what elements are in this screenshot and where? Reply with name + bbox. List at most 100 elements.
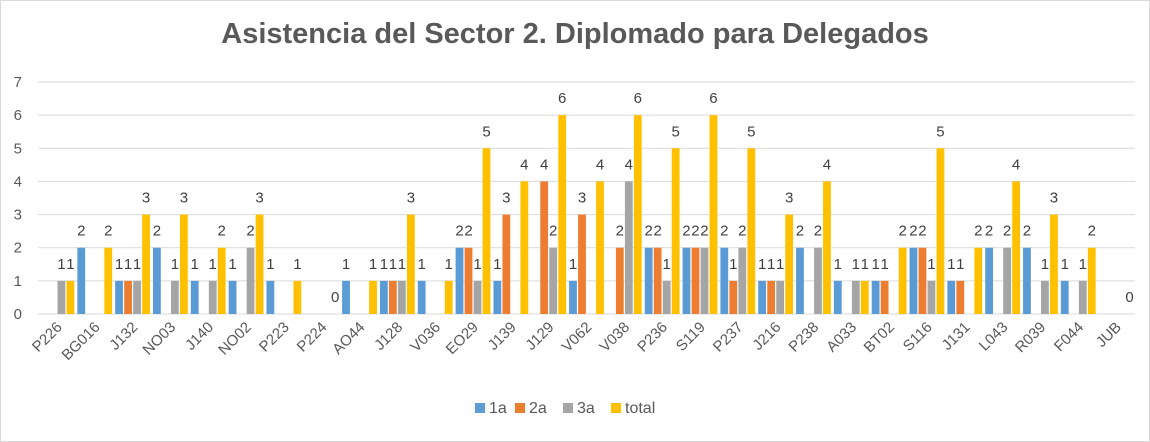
data-label: 1 bbox=[767, 256, 775, 273]
bar bbox=[624, 181, 633, 314]
bar bbox=[1078, 280, 1087, 314]
y-tick-label: 5 bbox=[14, 140, 22, 157]
data-label: 5 bbox=[482, 123, 490, 140]
bar bbox=[502, 214, 511, 314]
data-label: 1 bbox=[947, 256, 955, 273]
bar bbox=[142, 214, 150, 314]
x-tick-label: V036 bbox=[407, 319, 444, 356]
x-tick-label: L043 bbox=[976, 319, 1012, 355]
data-label: 1 bbox=[758, 256, 766, 273]
legend-label: 1a bbox=[489, 400, 507, 417]
bar bbox=[228, 280, 237, 314]
data-label: 2 bbox=[77, 223, 85, 240]
bar bbox=[738, 247, 747, 314]
bar bbox=[776, 280, 785, 314]
data-label: 2 bbox=[691, 223, 699, 240]
data-label: 3 bbox=[502, 190, 510, 207]
data-label: 2 bbox=[985, 223, 993, 240]
legend-swatch bbox=[611, 403, 621, 413]
bar bbox=[179, 214, 188, 314]
data-label: 1 bbox=[418, 256, 426, 273]
bar bbox=[758, 280, 767, 314]
x-tick-label: V038 bbox=[596, 319, 633, 356]
bar bbox=[152, 247, 161, 314]
bar bbox=[520, 181, 529, 314]
data-label: 1 bbox=[293, 256, 301, 273]
bar bbox=[796, 247, 804, 314]
bar bbox=[671, 148, 680, 314]
data-label: 2 bbox=[738, 223, 746, 240]
data-label: 1 bbox=[729, 256, 737, 273]
bar bbox=[936, 148, 945, 314]
data-label: 5 bbox=[671, 123, 679, 140]
bar bbox=[246, 247, 255, 314]
data-label: 4 bbox=[1012, 156, 1020, 173]
data-label: 1 bbox=[776, 256, 784, 273]
bar bbox=[720, 247, 729, 314]
bar bbox=[644, 247, 653, 314]
bar bbox=[985, 247, 994, 314]
bar bbox=[833, 280, 842, 314]
data-label: 1 bbox=[927, 256, 935, 273]
bar bbox=[1050, 214, 1058, 314]
bar bbox=[397, 280, 406, 314]
x-tick-label: P224 bbox=[294, 319, 331, 356]
bar bbox=[615, 247, 624, 314]
data-label: 2 bbox=[974, 223, 982, 240]
x-tick-label: J139 bbox=[485, 319, 520, 354]
data-label: 5 bbox=[747, 123, 755, 140]
data-label: 1 bbox=[342, 256, 350, 273]
x-tick-label: R039 bbox=[1012, 319, 1049, 356]
x-tick-label: J140 bbox=[182, 319, 217, 354]
data-label: 1 bbox=[569, 256, 577, 273]
bar bbox=[569, 280, 577, 314]
bar bbox=[124, 280, 132, 314]
bar bbox=[190, 280, 199, 314]
data-label: 2 bbox=[909, 223, 917, 240]
bar bbox=[596, 181, 604, 314]
legend-swatch bbox=[515, 403, 525, 413]
bar bbox=[464, 247, 473, 314]
bar bbox=[444, 280, 453, 314]
bar bbox=[947, 280, 956, 314]
bar bbox=[729, 280, 738, 314]
data-label: 1 bbox=[380, 256, 388, 273]
data-label: 2 bbox=[700, 223, 708, 240]
data-label: 3 bbox=[142, 190, 150, 207]
data-label: 2 bbox=[1003, 223, 1011, 240]
data-label: 3 bbox=[255, 190, 263, 207]
bar bbox=[767, 280, 776, 314]
bar bbox=[293, 280, 302, 314]
data-label: 1 bbox=[852, 256, 860, 273]
x-tick-label: AO44 bbox=[329, 319, 368, 358]
data-label: 4 bbox=[625, 156, 633, 173]
bar bbox=[785, 214, 794, 314]
data-label: 1 bbox=[1079, 256, 1087, 273]
bar bbox=[653, 247, 662, 314]
data-label: 1 bbox=[956, 256, 964, 273]
data-label: 1 bbox=[115, 256, 123, 273]
bar bbox=[482, 148, 491, 314]
bar bbox=[851, 280, 860, 314]
bar bbox=[909, 247, 918, 314]
bar bbox=[455, 247, 464, 314]
data-label: 1 bbox=[398, 256, 406, 273]
data-label: 2 bbox=[1023, 223, 1031, 240]
data-label: 1 bbox=[369, 256, 377, 273]
data-label: 1 bbox=[133, 256, 141, 273]
data-label: 0 bbox=[1125, 289, 1133, 306]
data-label: 2 bbox=[898, 223, 906, 240]
x-tick-label: P236 bbox=[634, 319, 671, 356]
data-label: 1 bbox=[389, 256, 397, 273]
bar bbox=[880, 280, 889, 314]
bar bbox=[133, 280, 141, 314]
data-label: 3 bbox=[578, 190, 586, 207]
x-tick-label: NO03 bbox=[139, 319, 179, 359]
data-label: 2 bbox=[218, 223, 226, 240]
bar bbox=[379, 280, 388, 314]
data-label: 1 bbox=[124, 256, 132, 273]
bar bbox=[871, 280, 880, 314]
data-label: 2 bbox=[814, 223, 822, 240]
bar bbox=[823, 181, 831, 314]
